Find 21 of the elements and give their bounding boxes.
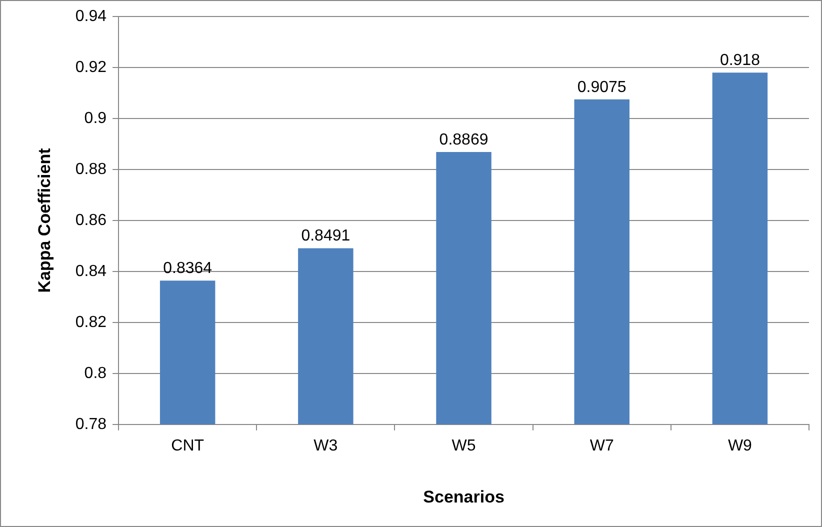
data-label: 0.8491 — [301, 228, 350, 245]
data-label: 0.8869 — [439, 131, 488, 148]
y-tick-label: 0.8 — [84, 364, 107, 382]
x-tick-label: W9 — [728, 437, 752, 454]
y-tick-label: 0.78 — [75, 416, 107, 433]
y-tick-label: 0.92 — [75, 58, 107, 76]
y-tick-label: 0.9 — [84, 110, 107, 127]
y-tick-label: 0.86 — [75, 212, 107, 229]
y-tick-label: 0.84 — [75, 262, 107, 280]
y-axis-title: Kappa Coefficient — [34, 148, 54, 293]
y-tick-label: 0.82 — [75, 314, 107, 331]
x-tick-label: W5 — [452, 437, 476, 454]
x-tick-label: W3 — [314, 437, 338, 454]
data-label: 0.918 — [720, 52, 760, 70]
data-label: 0.8364 — [163, 260, 212, 278]
x-axis-title: Scenarios — [423, 487, 504, 506]
x-tick-label: W7 — [590, 437, 614, 454]
data-label: 0.9075 — [577, 78, 626, 96]
y-tick-label: 0.94 — [75, 8, 107, 26]
y-tick-label: 0.88 — [75, 160, 107, 178]
x-tick-label: CNT — [171, 437, 204, 454]
